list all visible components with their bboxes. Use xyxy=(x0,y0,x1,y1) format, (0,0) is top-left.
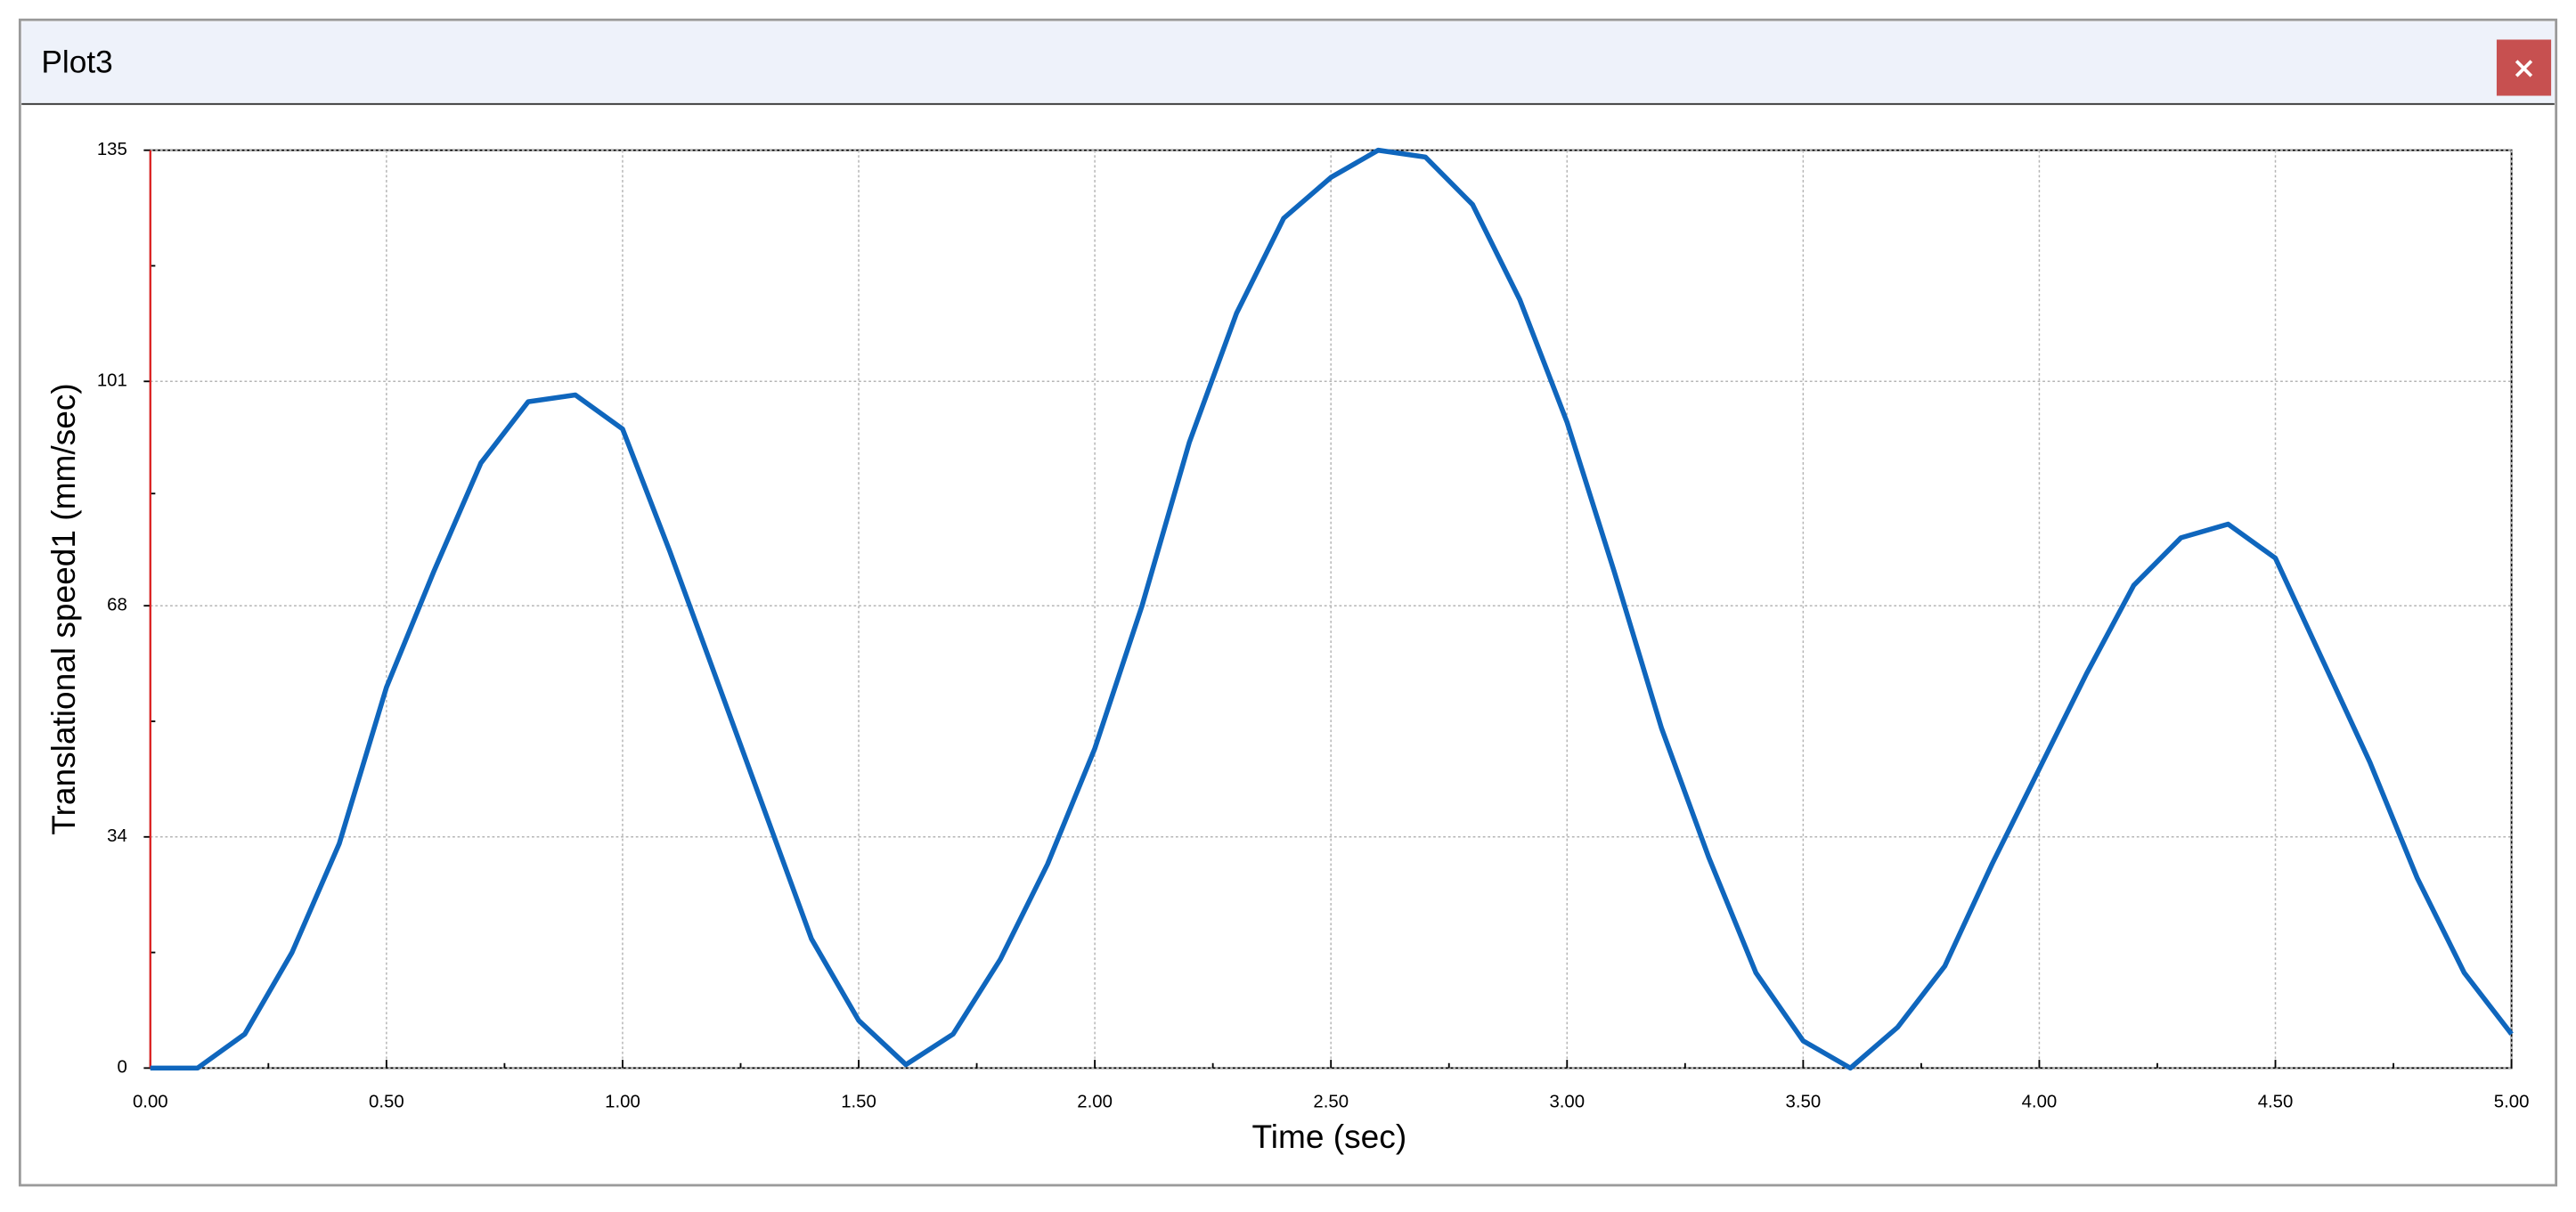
x-axis-label: Time (sec) xyxy=(1252,1118,1407,1155)
y-tick-label: 135 xyxy=(97,140,127,159)
x-tick-label: 4.00 xyxy=(2022,1093,2058,1112)
y-axis-label: Translational speed1 (mm/sec) xyxy=(45,383,82,834)
x-tick-label: 0.50 xyxy=(369,1093,404,1112)
y-tick-label: 0 xyxy=(117,1058,126,1078)
data-line xyxy=(150,147,2514,1071)
close-button[interactable] xyxy=(2496,39,2552,96)
x-tick-label: 1.50 xyxy=(841,1093,876,1112)
y-tick-label: 101 xyxy=(97,371,127,391)
x-tick-label: 4.50 xyxy=(2258,1093,2294,1112)
title-bar xyxy=(21,21,2555,104)
x-tick-label: 5.00 xyxy=(2494,1093,2530,1112)
x-tick-label: 3.50 xyxy=(1786,1093,1822,1112)
window-title: Plot3 xyxy=(41,45,112,80)
marks xyxy=(150,147,2514,1071)
x-tick-label: 2.50 xyxy=(1313,1093,1349,1112)
y-tick-label: 68 xyxy=(107,596,127,615)
grid: 0 34 68 101 135 0.00 0.50 1.00 1.50 2.00 2.50 3.00 3… xyxy=(97,140,2530,1112)
x-tick-label: 0.00 xyxy=(133,1093,168,1112)
window-frame xyxy=(18,18,2558,1187)
close-icon[interactable] xyxy=(2515,60,2533,77)
x-tick-label: 1.00 xyxy=(605,1093,640,1112)
x-tick-label: 3.00 xyxy=(1549,1093,1585,1112)
y-tick-label: 34 xyxy=(107,826,127,846)
x-tick-label: 2.00 xyxy=(1077,1093,1113,1112)
